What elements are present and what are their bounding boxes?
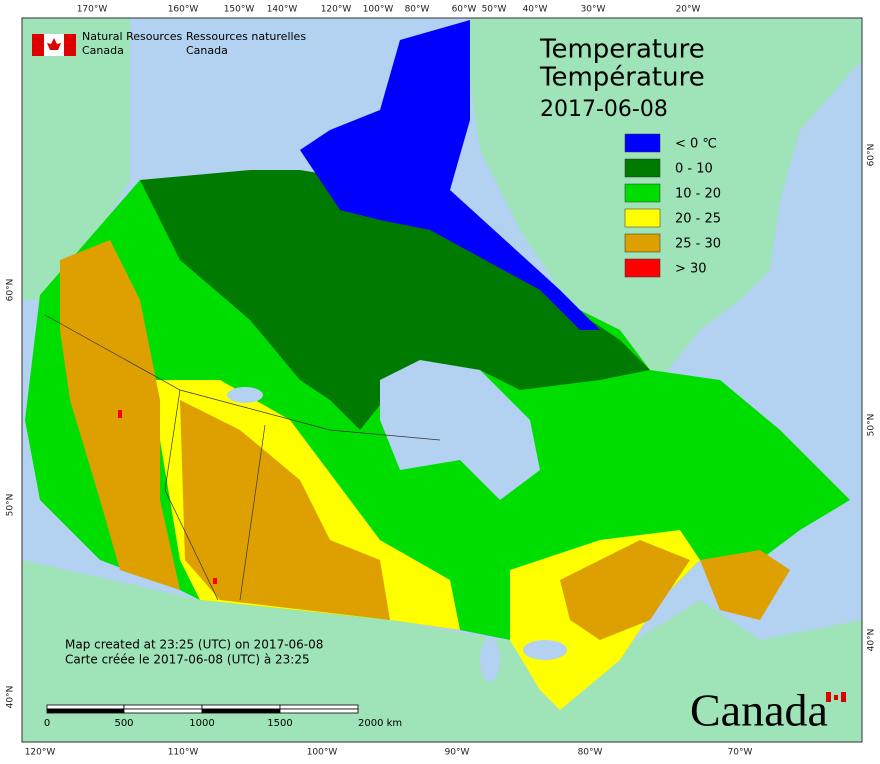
scale-segment bbox=[279, 708, 359, 714]
region-25-30 bbox=[700, 550, 790, 620]
scale-label: 1500 bbox=[267, 718, 292, 729]
wordmark-flag bbox=[826, 692, 846, 702]
graticule-label: 60°N bbox=[6, 279, 16, 302]
scale-segment bbox=[201, 708, 281, 714]
scale-bar: 0 500 1000 1500 2000 km bbox=[44, 704, 402, 729]
graticule-labels: 170°W 160°W 150°W 140°W 120°W 100°W 80°W 60°W 50… bbox=[6, 5, 877, 758]
legend-label: 20 - 25 bbox=[675, 212, 721, 227]
flag-bar bbox=[32, 34, 44, 56]
scale-segment bbox=[46, 708, 125, 714]
scale-label: 1000 bbox=[189, 718, 214, 729]
region-above-30 bbox=[118, 410, 122, 418]
scale-segment bbox=[46, 704, 125, 710]
maple-leaf bbox=[834, 695, 838, 700]
graticule-label: 50°N bbox=[6, 494, 16, 517]
scale-label: 2000 km bbox=[358, 718, 402, 729]
legend: < 0 ℃ 0 - 10 10 - 20 20 - 25 25 - 30 > 30 bbox=[624, 133, 721, 278]
graticule-label: 60°N bbox=[867, 144, 877, 167]
org-name: Natural Resources bbox=[82, 30, 183, 43]
graticule-label: 20°W bbox=[676, 5, 701, 15]
graticule-label: 70°W bbox=[728, 748, 753, 758]
map-frame bbox=[21, 17, 863, 743]
boundary bbox=[44, 314, 441, 441]
graticule-label: 60°W bbox=[452, 5, 477, 15]
graticule-label: 40°N bbox=[867, 629, 877, 652]
graticule-label: 100°W bbox=[307, 748, 338, 758]
scale-label: 500 bbox=[114, 718, 133, 729]
scale-segment bbox=[123, 704, 203, 710]
title: Température bbox=[539, 63, 705, 93]
legend-swatch bbox=[624, 183, 661, 203]
graticule-label: 30°W bbox=[581, 5, 606, 15]
nrcan-logo bbox=[32, 34, 76, 56]
footer-note: Map created at 23:25 (UTC) on 2017-06-08 bbox=[65, 638, 323, 652]
maple-leaf bbox=[47, 38, 61, 50]
map-body bbox=[22, 18, 862, 742]
region-25-30 bbox=[560, 540, 690, 640]
legend-label: 0 - 10 bbox=[675, 162, 713, 177]
legend-swatch bbox=[624, 208, 661, 228]
legend-swatch bbox=[624, 233, 661, 253]
flag-bar bbox=[64, 34, 76, 56]
scale-label: 0 bbox=[44, 718, 50, 729]
graticule-label: 120°W bbox=[321, 5, 352, 15]
org-name: Canada bbox=[82, 44, 124, 57]
graticule-label: 120°W bbox=[25, 748, 56, 758]
wordmark: Canada bbox=[690, 685, 828, 736]
region-0-10 bbox=[140, 170, 650, 430]
legend-swatch bbox=[624, 133, 661, 153]
region-below-0 bbox=[300, 20, 600, 330]
lake bbox=[227, 387, 263, 403]
date: 2017-06-08 bbox=[540, 97, 668, 122]
region-above-30 bbox=[213, 578, 217, 584]
boundary bbox=[239, 424, 266, 601]
flag-bar bbox=[826, 692, 831, 702]
region-25-30 bbox=[180, 400, 390, 620]
legend-label: 10 - 20 bbox=[675, 187, 721, 202]
graticule-label: 80°W bbox=[405, 5, 430, 15]
scale-segment bbox=[279, 704, 359, 710]
title: Temperature bbox=[539, 35, 705, 65]
legend-label: 25 - 30 bbox=[675, 237, 721, 252]
legend-swatch bbox=[624, 158, 661, 178]
org-name: Ressources naturelles bbox=[186, 30, 306, 43]
graticule-label: 50°W bbox=[482, 5, 507, 15]
lake bbox=[523, 640, 567, 660]
scale-segment bbox=[201, 704, 281, 710]
united-states bbox=[22, 560, 862, 742]
graticule-label: 150°W bbox=[224, 5, 255, 15]
graticule-label: 40°W bbox=[523, 5, 548, 15]
graticule-label: 170°W bbox=[77, 5, 108, 15]
graticule-label: 80°W bbox=[578, 748, 603, 758]
footer-note: Carte créée le 2017-06-08 (UTC) à 23:25 bbox=[65, 653, 310, 667]
lake bbox=[480, 638, 500, 682]
boundary bbox=[164, 389, 219, 601]
legend-swatch bbox=[624, 258, 661, 278]
graticule-label: 100°W bbox=[363, 5, 394, 15]
legend-label: < 0 ℃ bbox=[675, 137, 717, 152]
org-name: Canada bbox=[186, 44, 228, 57]
legend-label: > 30 bbox=[675, 262, 707, 277]
graticule-label: 40°N bbox=[6, 686, 16, 709]
graticule-label: 160°W bbox=[168, 5, 199, 15]
flag-bar bbox=[841, 692, 846, 702]
graticule-label: 110°W bbox=[168, 748, 199, 758]
greenland bbox=[470, 18, 862, 390]
hudson-bay bbox=[380, 360, 540, 500]
graticule-label: 140°W bbox=[267, 5, 298, 15]
graticule-label: 50°N bbox=[867, 414, 877, 437]
alaska bbox=[22, 18, 130, 300]
graticule-label: 90°W bbox=[445, 748, 470, 758]
scale-segment bbox=[123, 708, 203, 714]
